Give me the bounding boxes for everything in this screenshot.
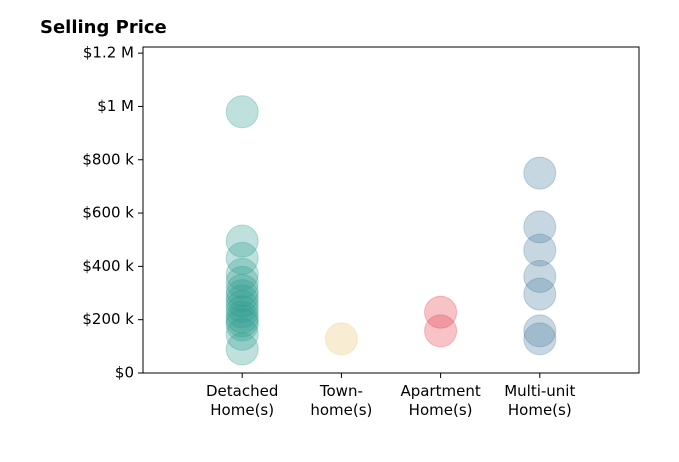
point <box>225 300 259 334</box>
point <box>523 322 557 356</box>
y-tick-label: $1.2 M <box>83 44 134 62</box>
point <box>424 295 458 329</box>
plot-frame <box>142 46 640 374</box>
point <box>523 277 557 311</box>
point <box>225 257 259 291</box>
y-tick-label: $400 k <box>82 257 134 275</box>
point <box>424 314 458 348</box>
point <box>225 224 259 258</box>
y-tick-label: $800 k <box>82 150 134 168</box>
x-tick-label: Apartment Home(s) <box>400 382 481 419</box>
x-tick-label: Multi-unit Home(s) <box>504 382 576 419</box>
x-tick-label: Detached Home(s) <box>206 382 279 419</box>
point <box>225 273 259 307</box>
point <box>324 322 358 356</box>
y-tick-label: $1 M <box>97 97 134 115</box>
y-tick-label: $600 k <box>82 204 134 222</box>
point <box>225 284 259 318</box>
point <box>523 314 557 348</box>
y-tick-label: $200 k <box>82 310 134 328</box>
point <box>523 233 557 267</box>
point <box>225 317 259 351</box>
point <box>225 308 259 342</box>
point <box>523 156 557 190</box>
chart-title: Selling Price <box>40 17 167 38</box>
point <box>225 95 259 129</box>
point <box>225 295 259 329</box>
point <box>523 260 557 294</box>
point <box>225 289 259 323</box>
point <box>225 332 259 366</box>
point <box>225 241 259 275</box>
x-tick-label: Town- home(s) <box>310 382 373 419</box>
point <box>225 279 259 313</box>
point <box>225 304 259 338</box>
point <box>523 210 557 244</box>
y-tick-label: $0 <box>115 364 134 382</box>
point <box>225 265 259 299</box>
